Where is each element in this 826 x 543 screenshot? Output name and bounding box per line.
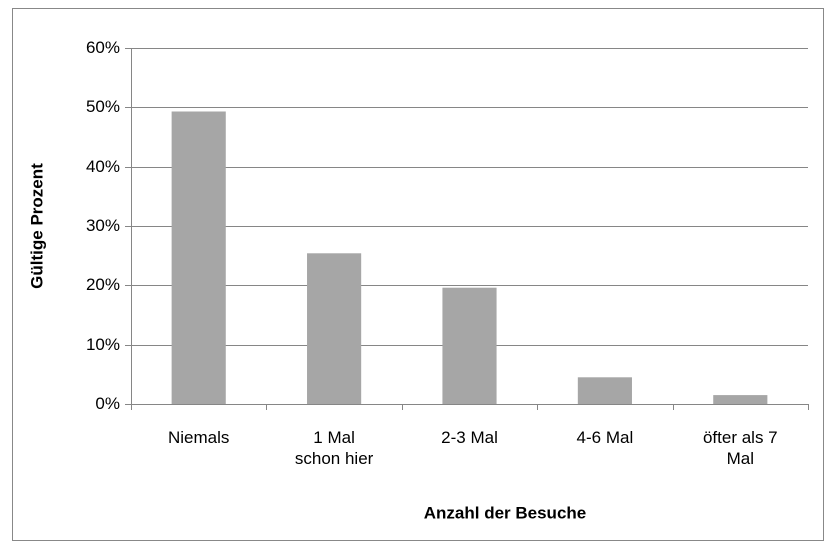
bar	[307, 253, 362, 404]
bar	[442, 287, 497, 404]
y-axis-title: Gültige Prozent	[27, 163, 46, 289]
x-tick-label: 1 Mal schon hier	[294, 428, 374, 468]
y-tick-label: 0%	[95, 394, 120, 413]
x-tick-label: 4-6 Mal	[576, 428, 634, 447]
y-tick-label: 10%	[86, 335, 120, 354]
bar	[713, 395, 768, 404]
y-tick-label: 20%	[86, 275, 120, 294]
y-tick-label: 30%	[86, 216, 120, 235]
chart-border	[12, 8, 824, 541]
x-tick-label: öfter als 7 Mal	[702, 428, 778, 468]
x-tick-label: 2-3 Mal	[441, 428, 498, 447]
x-tick-label: Niemals	[167, 428, 230, 447]
bar	[577, 377, 632, 404]
y-tick-label: 40%	[86, 157, 120, 176]
y-tick-label: 60%	[86, 38, 120, 57]
x-axis-title: Anzahl der Besuche	[424, 503, 587, 522]
bar	[171, 111, 226, 404]
y-tick-label: 50%	[86, 97, 120, 116]
